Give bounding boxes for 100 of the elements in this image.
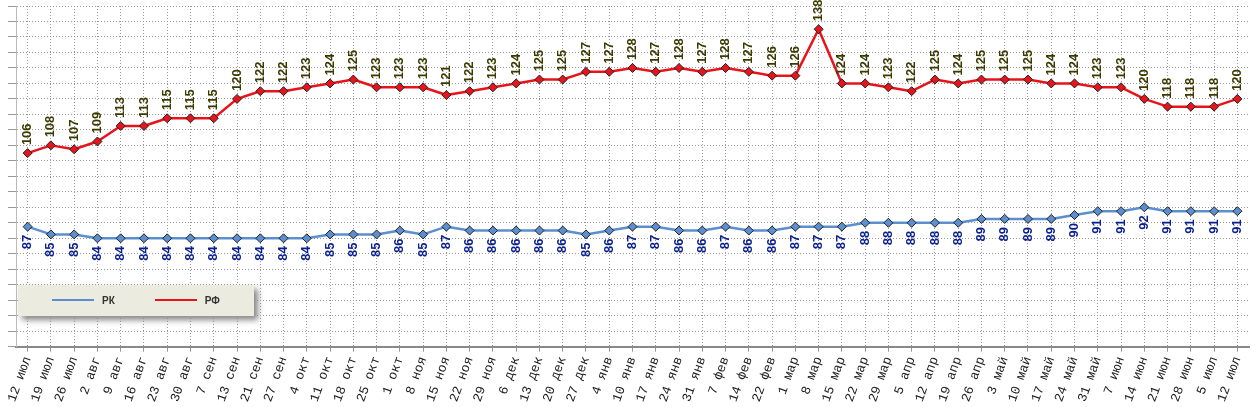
data-label: 87 — [717, 234, 733, 250]
data-label: 84 — [228, 245, 244, 261]
point — [1069, 78, 1080, 89]
data-label: 122 — [275, 61, 291, 84]
point — [1116, 206, 1127, 217]
point — [1232, 206, 1243, 217]
point — [1209, 206, 1220, 217]
point — [301, 82, 312, 93]
x-tick-label: 1 окт — [379, 354, 407, 397]
data-label: 106 — [19, 123, 35, 146]
point — [185, 113, 196, 124]
data-label: 125 — [996, 49, 1012, 72]
point — [232, 93, 243, 104]
data-label: 120 — [1228, 69, 1244, 91]
data-label: 115 — [158, 89, 174, 111]
data-label: 91 — [1205, 219, 1221, 234]
legend-label: РФ — [204, 294, 220, 306]
point — [999, 213, 1010, 224]
point — [208, 233, 219, 244]
data-label: 127 — [577, 42, 593, 64]
data-label: 91 — [1112, 219, 1128, 234]
data-label: 122 — [251, 61, 267, 84]
point — [813, 221, 824, 232]
point — [743, 225, 754, 236]
point — [1162, 206, 1173, 217]
point — [1116, 82, 1127, 93]
data-label: 86 — [461, 238, 477, 254]
data-label: 87 — [624, 234, 640, 250]
point — [836, 221, 847, 232]
point — [1232, 93, 1243, 104]
data-label: 127 — [740, 42, 756, 64]
point — [953, 217, 964, 228]
data-label: 126 — [786, 45, 802, 68]
point — [394, 225, 405, 236]
point — [627, 221, 638, 232]
data-label: 108 — [42, 115, 58, 138]
data-label: 87 — [810, 234, 826, 250]
point — [371, 82, 382, 93]
data-label: 85 — [42, 242, 58, 257]
point — [162, 113, 173, 124]
point — [45, 140, 56, 151]
data-label: 124 — [1066, 52, 1082, 76]
data-label: 123 — [368, 57, 384, 80]
point — [464, 86, 475, 97]
data-label: 115 — [182, 89, 198, 111]
point — [1139, 93, 1150, 104]
point — [162, 233, 173, 244]
data-label: 86 — [740, 238, 756, 254]
point — [1022, 74, 1033, 85]
data-label: 91 — [1089, 219, 1105, 234]
point — [1069, 210, 1080, 221]
data-label: 86 — [391, 238, 407, 254]
point — [1162, 101, 1173, 112]
point — [929, 217, 940, 228]
data-label: 86 — [693, 238, 709, 254]
point — [325, 229, 336, 240]
point — [441, 90, 452, 101]
point — [580, 229, 591, 240]
data-label: 87 — [437, 234, 453, 250]
point — [976, 74, 987, 85]
data-label: 125 — [554, 49, 570, 72]
data-label: 128 — [670, 38, 686, 60]
point — [1046, 78, 1057, 89]
point — [813, 24, 824, 35]
point — [185, 233, 196, 244]
data-label: 109 — [89, 111, 104, 134]
data-label: 107 — [65, 119, 81, 142]
point — [45, 229, 56, 240]
data-label: 86 — [554, 238, 570, 254]
point — [953, 78, 964, 89]
point — [557, 74, 568, 85]
point — [278, 233, 289, 244]
point — [1185, 206, 1196, 217]
data-label: 87 — [19, 234, 35, 250]
point — [418, 82, 429, 93]
data-label: 127 — [647, 42, 663, 64]
data-label: 86 — [763, 238, 779, 254]
point — [1092, 206, 1103, 217]
data-label: 84 — [135, 245, 151, 261]
data-label: 118 — [1205, 77, 1221, 99]
data-label: 125 — [926, 49, 942, 72]
point — [627, 62, 638, 73]
data-label: 126 — [763, 45, 779, 68]
data-label: 86 — [670, 238, 686, 254]
data-label: 123 — [391, 57, 407, 80]
legend-label: РК — [102, 294, 115, 306]
data-label: 84 — [205, 245, 221, 261]
data-label: 91 — [1182, 219, 1198, 234]
point — [69, 229, 80, 240]
point — [929, 74, 940, 85]
point — [325, 78, 336, 89]
data-label: 86 — [507, 238, 523, 254]
point — [1046, 213, 1057, 224]
point — [906, 86, 917, 97]
data-label: 85 — [65, 242, 81, 257]
point — [767, 225, 778, 236]
data-label: 85 — [321, 242, 337, 257]
point — [22, 221, 33, 232]
point — [441, 221, 452, 232]
point — [511, 78, 522, 89]
